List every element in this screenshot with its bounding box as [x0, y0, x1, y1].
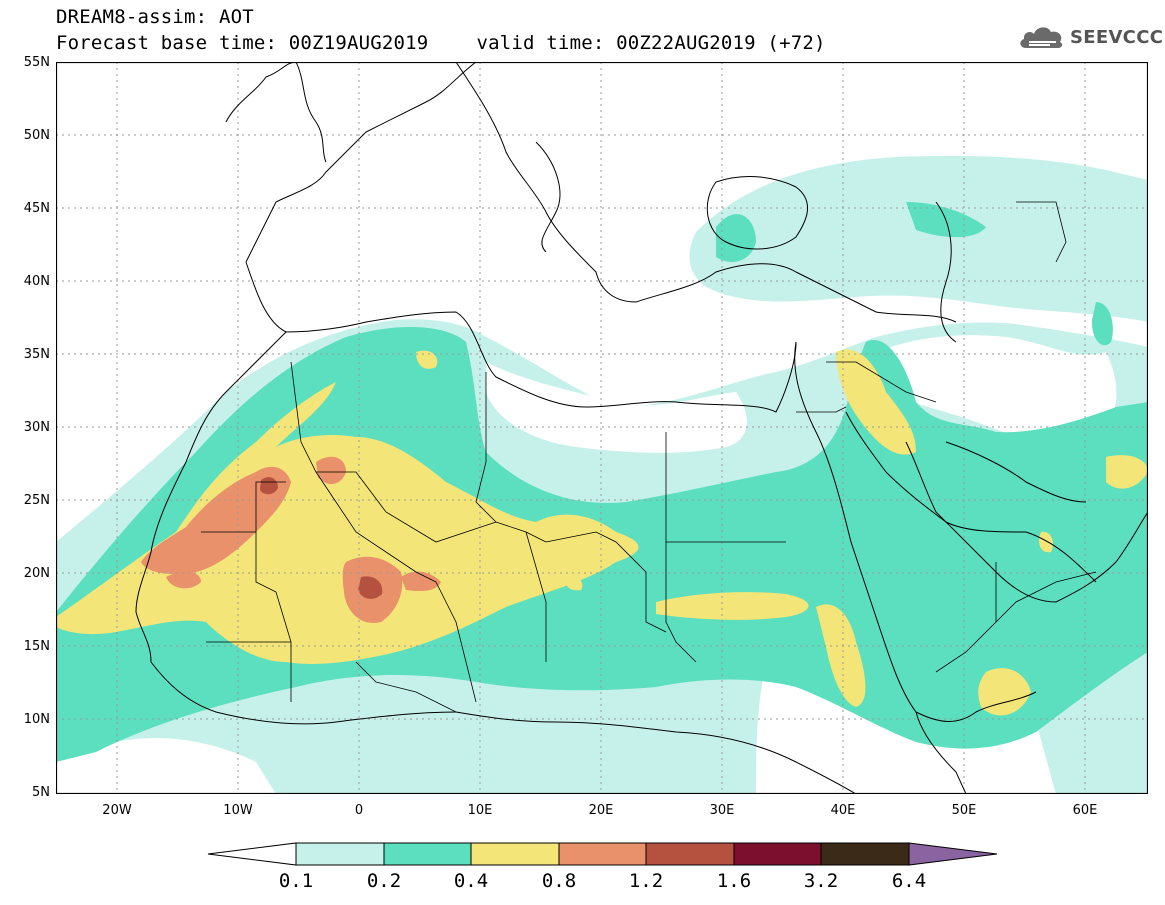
- lon-label: 50E: [951, 803, 977, 818]
- colorbar-bin: [645, 842, 735, 866]
- colorbar-bin: [820, 842, 910, 866]
- lat-label: 30N: [23, 420, 50, 435]
- seevccc-logo: SEEVCCC: [1018, 22, 1163, 52]
- aot-map: [56, 62, 1148, 794]
- colorbar-label: 0.1: [278, 870, 314, 892]
- lon-label: 20W: [102, 803, 132, 818]
- colorbar-label: 6.4: [891, 870, 927, 892]
- colorbar-low-arrow: [207, 842, 297, 866]
- lon-label: 40E: [830, 803, 856, 818]
- map-subtitle: Forecast base time: 00Z19AUG2019 valid ti…: [56, 32, 826, 54]
- colorbar-bin: [558, 842, 647, 866]
- borders: [201, 201, 1097, 713]
- colorbar: [207, 842, 998, 866]
- lat-label: 20N: [23, 566, 50, 581]
- aot-band-high: [56, 349, 1148, 716]
- lat-label: 5N: [32, 785, 50, 800]
- colorbar-bin: [383, 842, 472, 866]
- colorbar-label: 1.2: [628, 870, 664, 892]
- base-time: Forecast base time: 00Z19AUG2019: [56, 32, 429, 54]
- colorbar-label: 0.8: [541, 870, 577, 892]
- lon-label: 10E: [467, 803, 493, 818]
- lat-label: 25N: [23, 493, 50, 508]
- coastlines: [135, 62, 1148, 794]
- colorbar-label: 1.6: [716, 870, 752, 892]
- lon-label: 10W: [223, 803, 253, 818]
- colorbar-label: 0.2: [366, 870, 402, 892]
- logo-text: SEEVCCC: [1070, 26, 1164, 48]
- colorbar-bin: [295, 842, 385, 866]
- lat-label: 35N: [23, 347, 50, 362]
- lon-label: 20E: [588, 803, 614, 818]
- lon-label: 30E: [709, 803, 735, 818]
- colorbar-label: 0.4: [453, 870, 489, 892]
- lat-label: 15N: [23, 639, 50, 654]
- lat-label: 45N: [23, 201, 50, 216]
- colorbar-bin: [733, 842, 822, 866]
- aot-band-peak: [260, 477, 383, 599]
- valid-time: valid time: 00Z22AUG2019 (+72): [476, 32, 826, 54]
- lat-label: 10N: [23, 712, 50, 727]
- map-grid: [56, 62, 1148, 794]
- lat-label: 55N: [23, 55, 50, 70]
- lon-label: 0: [354, 803, 364, 818]
- cloud-logo-icon: [1020, 27, 1063, 48]
- lat-label: 50N: [23, 128, 50, 143]
- colorbar-bin: [470, 842, 560, 866]
- map-title: DREAM8-assim: AOT: [56, 6, 254, 28]
- colorbar-label: 3.2: [803, 870, 839, 892]
- colorbar-high-arrow: [908, 842, 998, 866]
- lat-label: 40N: [23, 274, 50, 289]
- map-frame: [56, 62, 1148, 794]
- lon-label: 60E: [1072, 803, 1098, 818]
